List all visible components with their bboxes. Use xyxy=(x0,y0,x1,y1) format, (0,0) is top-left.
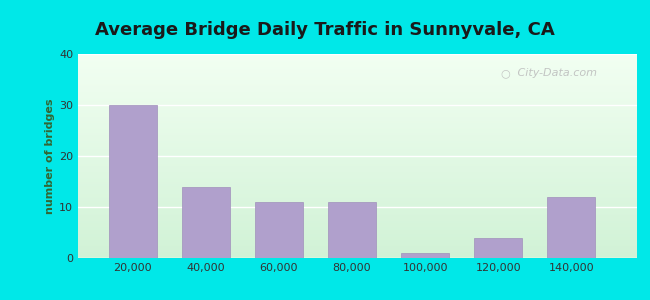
Bar xyxy=(255,202,303,258)
Y-axis label: number of bridges: number of bridges xyxy=(45,98,55,214)
Bar xyxy=(109,105,157,258)
Bar xyxy=(182,187,229,258)
Bar xyxy=(401,253,449,258)
Bar xyxy=(547,197,595,258)
Bar xyxy=(474,238,522,258)
Text: ○: ○ xyxy=(500,68,510,78)
Text: City-Data.com: City-Data.com xyxy=(514,68,597,78)
Bar xyxy=(328,202,376,258)
Text: Average Bridge Daily Traffic in Sunnyvale, CA: Average Bridge Daily Traffic in Sunnyval… xyxy=(95,21,555,39)
